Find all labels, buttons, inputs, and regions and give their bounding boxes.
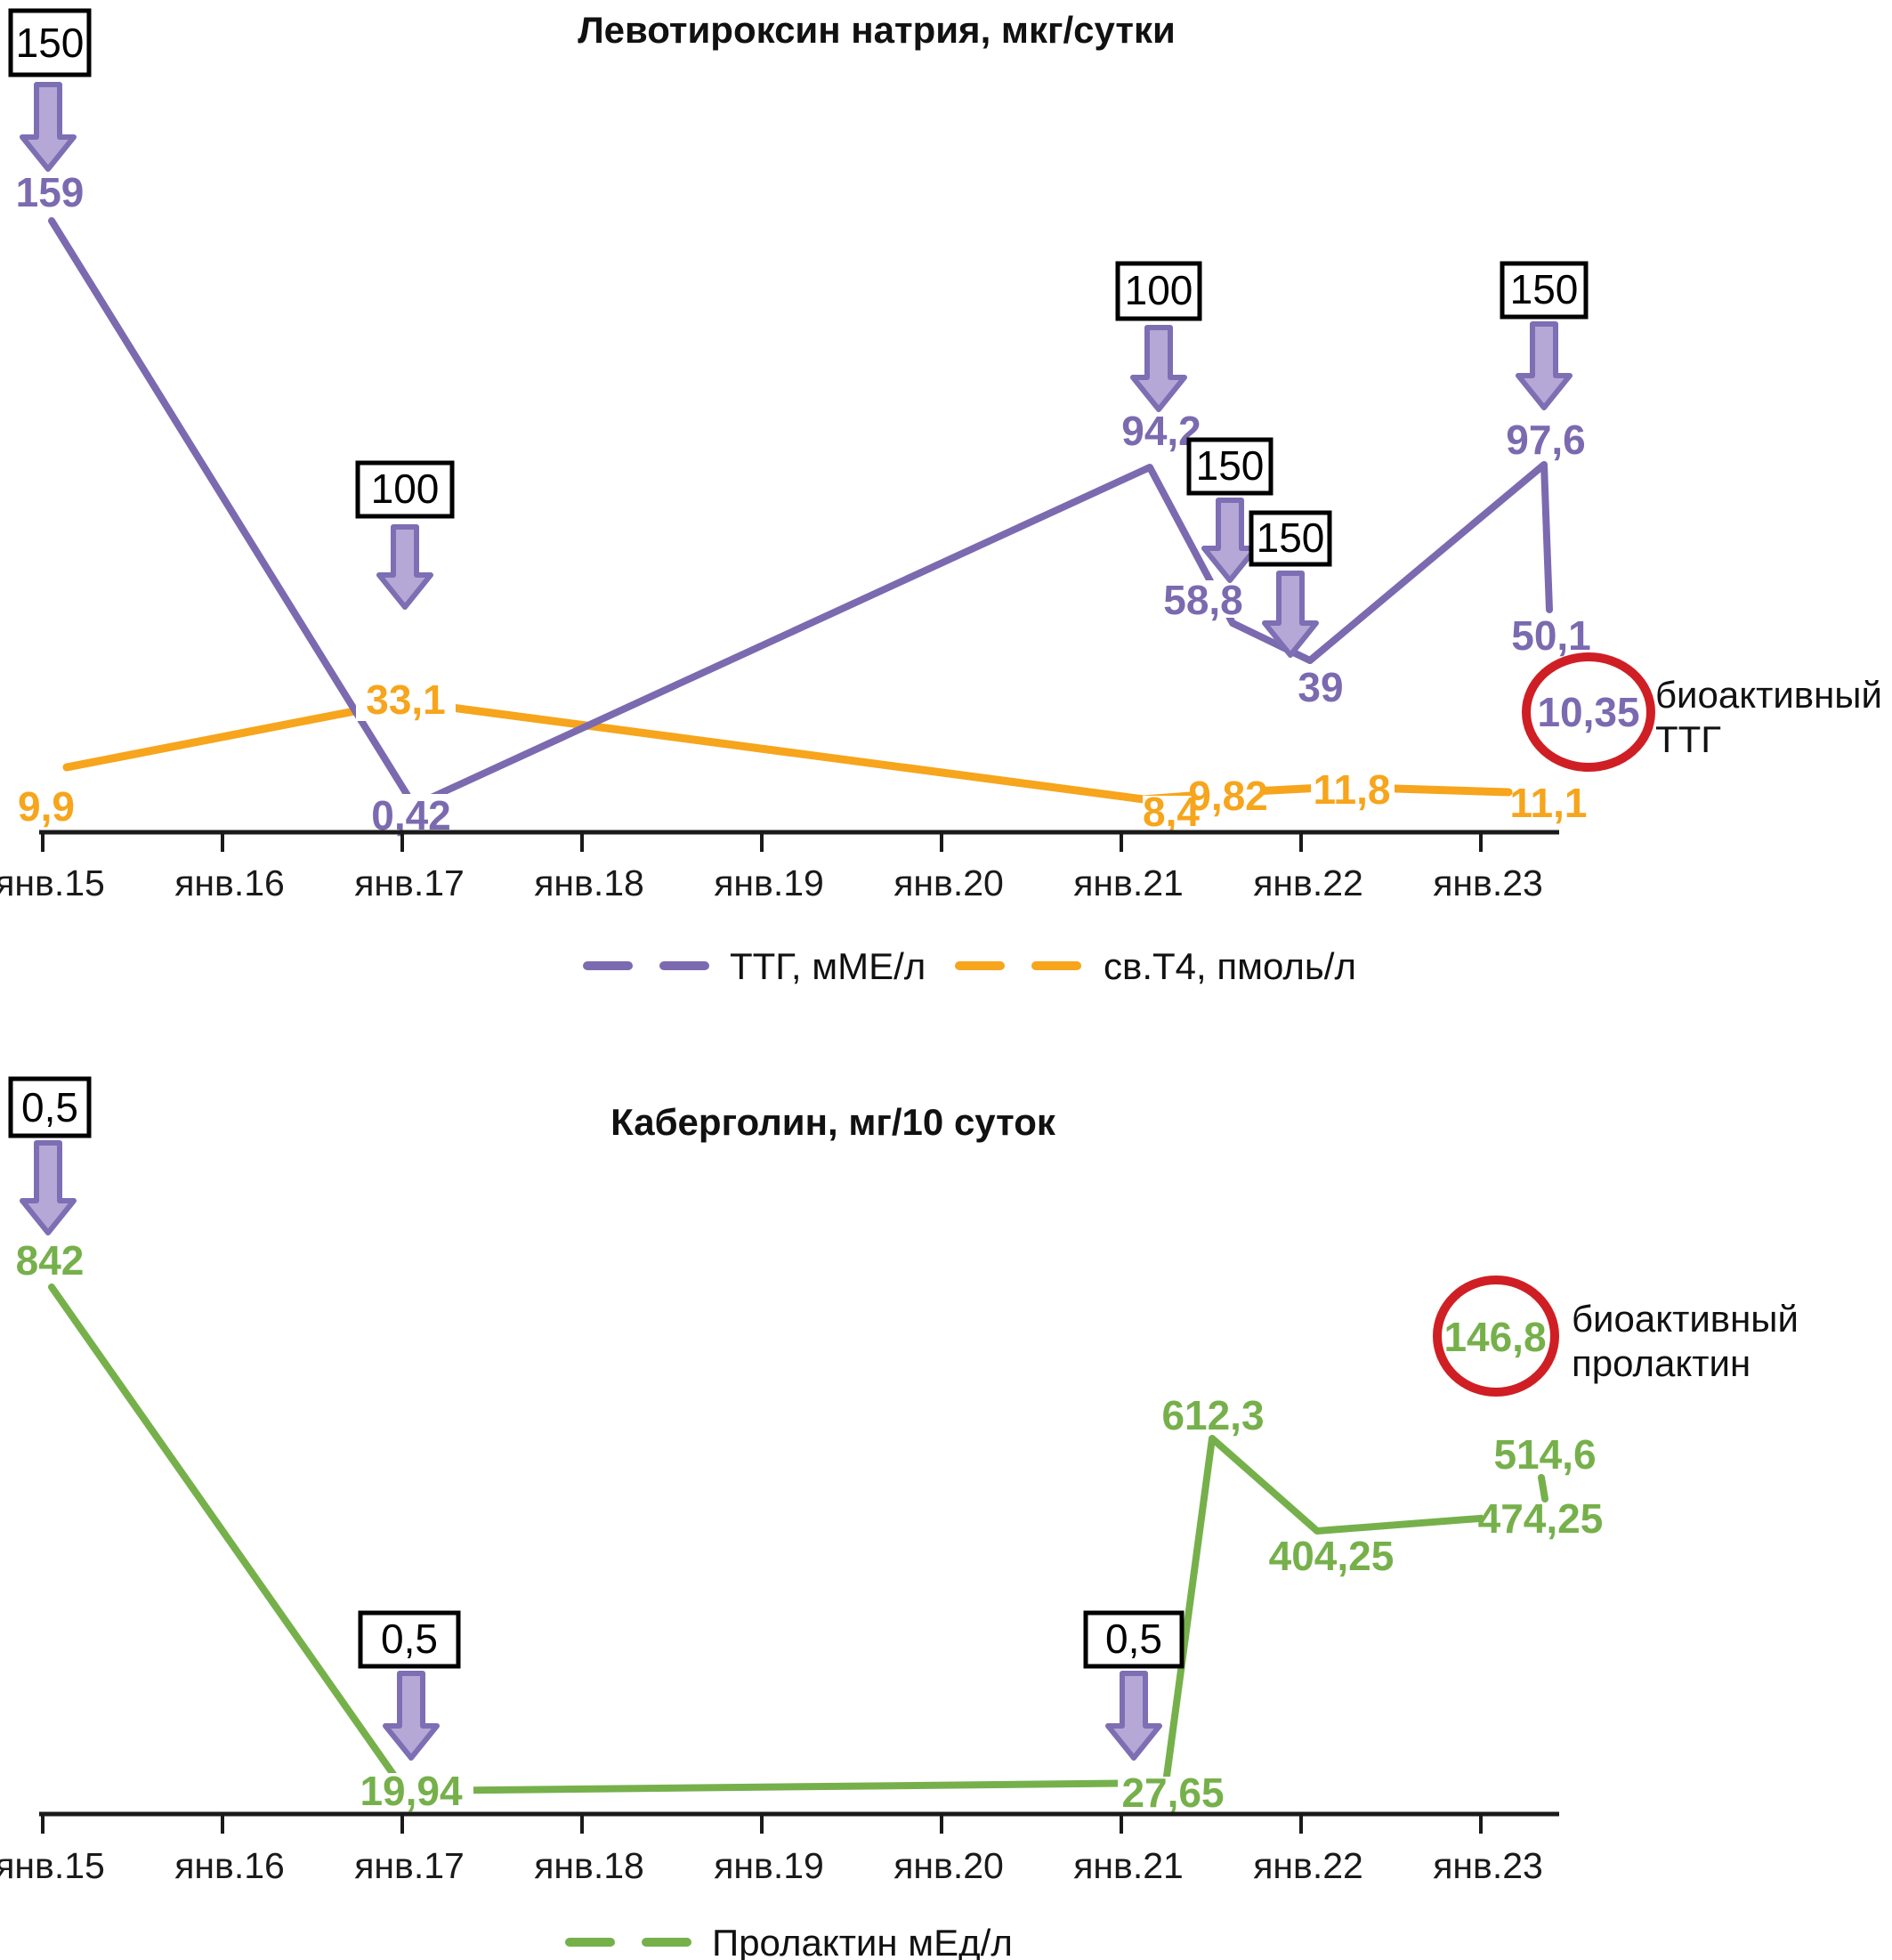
label-gap (1513, 789, 1588, 821)
label-gap (1118, 1777, 1228, 1816)
bottom-legend: Пролактин мЕд/л (565, 1922, 1013, 1960)
axis-tick-label: янв.19 (714, 863, 824, 903)
t4-value-label: 9,9 (18, 783, 75, 830)
dose-arrow-icon (1201, 498, 1258, 583)
dose-box (355, 460, 455, 519)
dose-arrow-icon (1516, 321, 1573, 410)
axis-tick-label: янв.21 (1073, 1845, 1184, 1886)
dose-arrow-icon (20, 1140, 77, 1235)
top-x-axis: янв.15 янв.16 янв.17 янв.18 янв.19 янв.2… (0, 830, 1559, 903)
axis-tick-label: янв.20 (893, 863, 1004, 903)
axis-tick-label: янв.22 (1253, 863, 1363, 903)
prolactin-value-label: 842 (16, 1237, 85, 1284)
dose-arrow-icon (383, 1671, 440, 1761)
t4-value-label: 33,1 (366, 676, 446, 723)
axis-tick-label: янв.18 (534, 863, 644, 903)
bottom-chart: Каберголин, мг/10 суток 842 19,94 27,65 … (0, 1076, 1799, 1960)
dose-arrow-icon (1262, 571, 1319, 658)
label-gap (1152, 580, 1255, 618)
tsh-value-label: 58,8 (1163, 577, 1243, 623)
dose-box (358, 1610, 461, 1669)
dose-box-value: 150 (1510, 266, 1579, 312)
dose-box-value: 150 (1257, 514, 1325, 561)
bioactive-circle (1433, 1276, 1559, 1397)
label-gap (1311, 774, 1395, 808)
axis-tick-label: янв.19 (714, 1845, 824, 1886)
bottom-x-axis: янв.15 янв.16 янв.17 янв.18 янв.19 янв.2… (0, 1811, 1559, 1886)
dose-box-value: 0,5 (21, 1084, 78, 1130)
dose-box (1186, 437, 1273, 496)
tsh-value-label: 159 (16, 169, 85, 215)
dose-box (8, 8, 92, 77)
axis-tick-label: янв.17 (354, 1845, 465, 1886)
t4-legend-label: св.Т4, пмоль/л (1104, 945, 1356, 987)
label-gap (1483, 1504, 1598, 1540)
prolactin-value-label: 19,94 (360, 1768, 463, 1814)
bioactive-annotation-line1: биоактивный (1655, 674, 1882, 716)
axis-tick-label: янв.18 (534, 1845, 644, 1886)
axis-tick-label: янв.20 (893, 1845, 1004, 1886)
dose-box-value: 100 (1125, 267, 1193, 313)
axis-tick-label: янв.23 (1433, 863, 1543, 903)
t4-value-label: 8,4 (1143, 789, 1200, 835)
t4-line (62, 697, 1513, 804)
top-chart: Левотироксин натрия, мкг/сутки 159 0,42 … (0, 8, 1882, 987)
bioactive-circle (1522, 652, 1655, 772)
dose-box-value: 150 (16, 20, 85, 66)
axis-tick-label: янв.16 (174, 863, 285, 903)
dose-box (1115, 261, 1202, 321)
label-gap (352, 794, 470, 837)
prolactin-value-label: 612,3 (1161, 1392, 1264, 1438)
tsh-value-label: 50,1 (1511, 612, 1591, 659)
label-gap (1493, 420, 1598, 459)
prolactin-legend-label: Пролактин мЕд/л (712, 1922, 1013, 1960)
axis-tick-label: янв.17 (354, 863, 465, 903)
t4-value-label: 11,8 (1314, 766, 1391, 813)
prolactin-value-label: 514,6 (1493, 1431, 1596, 1478)
bioactive-annotation-line1: биоактивный (1572, 1298, 1799, 1340)
dose-box (1249, 510, 1332, 567)
prolactin-value-label: 474,25 (1478, 1495, 1604, 1542)
prolactin-value-label: 404,25 (1269, 1533, 1395, 1579)
dose-box-value: 100 (371, 466, 440, 512)
label-gap (349, 1773, 473, 1812)
label-gap (356, 682, 456, 721)
dose-box-value: 150 (1196, 442, 1265, 489)
t4-value-label: 9,82 (1188, 773, 1268, 819)
bioactive-annotation-line2: пролактин (1572, 1342, 1751, 1384)
axis-tick-label: янв.23 (1433, 1845, 1543, 1886)
dose-arrow-icon (20, 82, 77, 172)
prolactin-line (48, 1284, 1494, 1794)
tsh-value-label: 97,6 (1506, 417, 1586, 463)
dose-arrow-icon (1105, 1671, 1162, 1761)
t4-value-label: 11,1 (1510, 780, 1588, 826)
dose-box (1083, 1610, 1185, 1669)
bioactive-tsh-value: 10,35 (1537, 689, 1639, 735)
label-gap (1143, 796, 1201, 830)
prolactin-value-label: 27,65 (1121, 1770, 1224, 1816)
bioactive-prolactin-value: 146,8 (1443, 1314, 1546, 1360)
prolactin-callout-dash (1538, 1474, 1548, 1502)
top-legend: ТТГ, мМЕ/л св.Т4, пмоль/л (583, 945, 1356, 987)
axis-tick-label: янв.22 (1253, 1845, 1363, 1886)
top-chart-title: Левотироксин натрия, мкг/сутки (578, 9, 1176, 51)
dose-box-value: 0,5 (1105, 1616, 1162, 1662)
dose-arrow-icon (376, 524, 433, 610)
dose-box (8, 1076, 92, 1138)
axis-tick-label: янв.15 (0, 1845, 105, 1886)
dose-box-value: 0,5 (381, 1616, 438, 1662)
axis-tick-label: янв.21 (1073, 863, 1184, 903)
bottom-chart-title: Каберголин, мг/10 суток (610, 1101, 1056, 1143)
dose-arrow-icon (1130, 325, 1187, 412)
tsh-legend-label: ТТГ, мМЕ/л (730, 945, 926, 987)
axis-tick-label: янв.15 (0, 863, 105, 903)
axis-tick-label: янв.16 (174, 1845, 285, 1886)
bioactive-annotation-line2: ТТГ (1655, 718, 1721, 760)
dose-box (1500, 261, 1589, 320)
tsh-value-label: 39 (1298, 664, 1343, 710)
label-gap (1194, 782, 1264, 814)
